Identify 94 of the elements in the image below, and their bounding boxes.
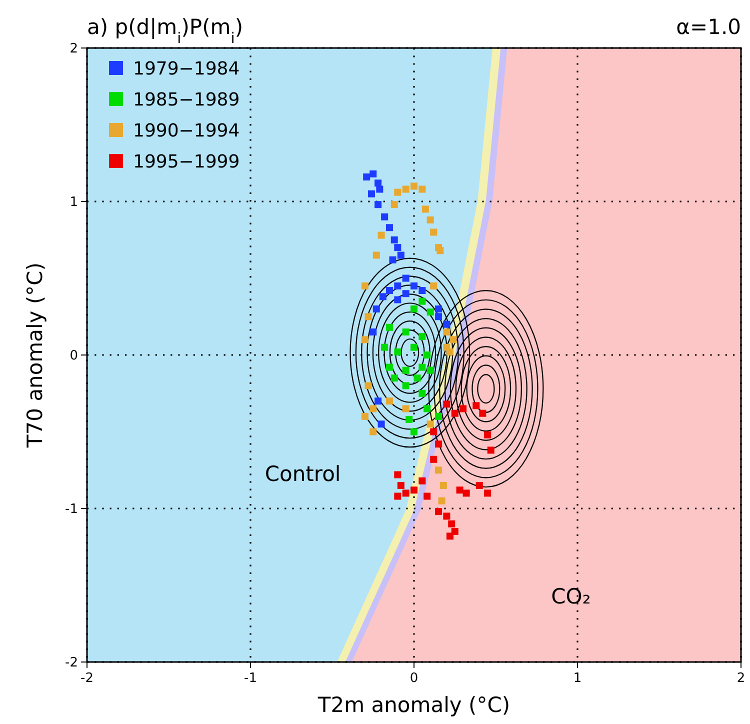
point — [424, 405, 431, 412]
legend-label: 1990−1994 — [133, 120, 240, 142]
point — [430, 428, 438, 436]
point — [379, 293, 386, 300]
point — [462, 490, 470, 497]
text: α=1.0 — [676, 15, 741, 39]
x-tick-label: -1 — [244, 671, 257, 686]
point — [426, 420, 434, 428]
y-axis-title: T70 anomaly (°C) — [23, 262, 47, 449]
point — [402, 290, 410, 298]
point — [394, 296, 402, 304]
point — [438, 497, 446, 504]
point — [402, 405, 410, 412]
point — [418, 477, 426, 484]
point — [364, 382, 372, 390]
point — [410, 182, 418, 190]
point — [386, 224, 393, 232]
point — [418, 287, 426, 294]
point — [378, 420, 385, 428]
point — [435, 412, 442, 420]
point — [430, 456, 438, 463]
legend-label: 1979−1984 — [133, 58, 240, 80]
point — [406, 416, 413, 423]
point — [422, 206, 429, 213]
y-tick-label: -1 — [65, 502, 78, 518]
point — [370, 428, 377, 436]
point — [378, 232, 385, 239]
point — [394, 244, 402, 252]
point — [361, 336, 368, 344]
point — [426, 216, 434, 224]
point — [402, 490, 410, 497]
point — [394, 471, 402, 478]
point — [443, 400, 450, 408]
point — [410, 428, 418, 436]
point — [443, 328, 450, 336]
point — [376, 186, 384, 193]
point — [435, 440, 442, 448]
point — [430, 228, 438, 236]
point — [370, 170, 377, 178]
y-tick-label: 0 — [70, 348, 78, 364]
chart-title: a) p(d|m$_{i}$)P(m$_{i}$) — [87, 15, 244, 46]
point — [424, 492, 431, 500]
x-tick-label: -2 — [80, 671, 94, 686]
point — [410, 282, 418, 290]
x-tick-label: 1 — [573, 671, 582, 686]
point — [394, 492, 402, 500]
point — [389, 256, 396, 264]
point — [418, 186, 426, 193]
point — [397, 482, 404, 489]
point — [394, 188, 402, 196]
point — [402, 274, 410, 282]
point — [448, 520, 456, 528]
point — [390, 236, 398, 244]
y-tick-label: -2 — [65, 656, 78, 671]
point — [446, 532, 454, 540]
x-tick-label: 2 — [736, 671, 746, 686]
point — [361, 412, 368, 420]
point — [443, 320, 450, 328]
point — [456, 486, 464, 494]
y-tick-label: 2 — [70, 42, 78, 57]
point — [450, 336, 457, 344]
point — [361, 282, 368, 290]
annotation: CO₂ — [551, 584, 591, 609]
x-tick-label: 0 — [410, 671, 418, 686]
point — [397, 252, 404, 259]
point — [443, 512, 450, 520]
point — [372, 252, 380, 259]
point — [484, 490, 492, 497]
point — [372, 305, 380, 312]
point — [363, 173, 370, 180]
x-axis-title: T2m anomaly (°C) — [316, 693, 510, 717]
point — [370, 328, 377, 336]
point — [430, 282, 438, 290]
point — [402, 186, 410, 193]
point — [435, 466, 442, 474]
point — [374, 201, 382, 208]
legend-label: 1985−1989 — [133, 89, 240, 110]
point — [446, 348, 454, 356]
point — [381, 213, 388, 220]
legend-label: 1995−1999 — [133, 151, 240, 172]
point — [370, 405, 377, 412]
point — [487, 446, 494, 454]
y-tick-label: 1 — [70, 195, 78, 210]
point — [410, 486, 418, 494]
annotation: Control — [264, 462, 341, 486]
point — [386, 287, 393, 294]
point — [435, 508, 442, 516]
point — [364, 313, 372, 320]
point — [390, 201, 398, 208]
point — [368, 190, 375, 198]
point — [476, 482, 483, 489]
point — [394, 282, 402, 290]
point — [440, 482, 447, 489]
point — [436, 247, 444, 254]
